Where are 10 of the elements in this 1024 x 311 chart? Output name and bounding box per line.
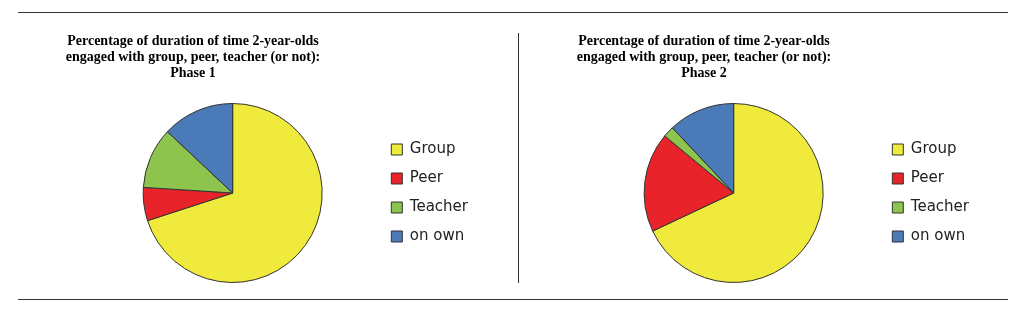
legend-label: Teacher — [909, 197, 970, 216]
chart-title: Percentage of duration of time 2-year-olds engaged with group, peer, teacher (or not): Phase 1 — [64, 33, 322, 81]
legend-label: Group — [910, 139, 957, 158]
legend-label: Group — [409, 139, 456, 158]
legend-label: Peer — [910, 168, 945, 187]
chart-title: Percentage of duration of time 2-year-olds engaged with group, peer, teacher (or not): Phase 2 — [575, 33, 833, 81]
legend-label: on own — [409, 226, 465, 245]
legend-label: on own — [910, 226, 966, 245]
legend-label: Teacher — [408, 197, 469, 216]
legend-label: Peer — [409, 168, 444, 187]
